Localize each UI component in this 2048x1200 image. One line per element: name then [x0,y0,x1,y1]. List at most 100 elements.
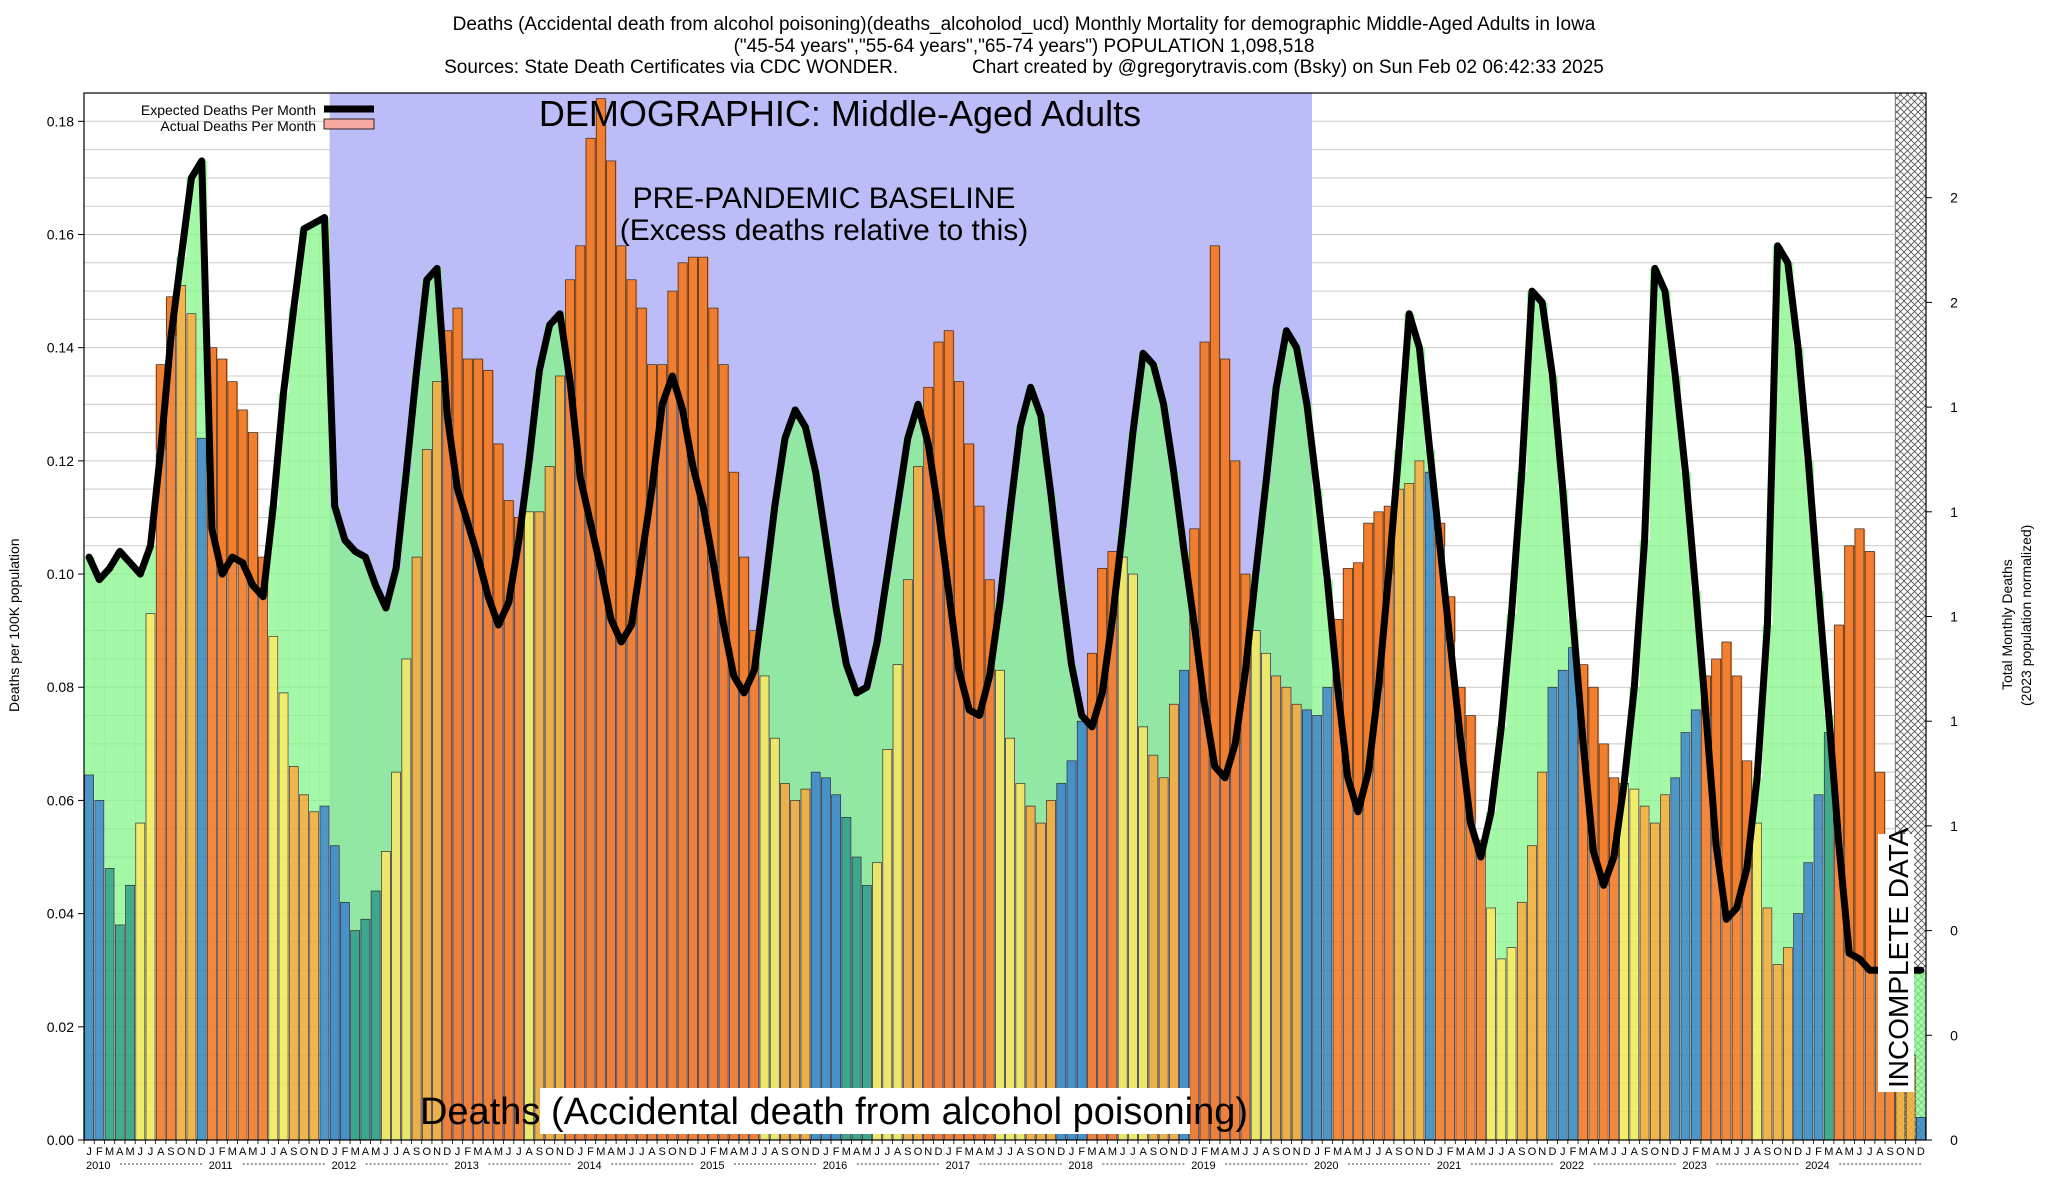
month-tick-label: M [473,1146,482,1158]
cause-label: Deaths (Accidental death from alcohol po… [420,1091,1248,1133]
month-tick-label: O [1159,1146,1168,1158]
actual-deaths-bars [84,98,1926,1141]
month-tick-label: M [862,1146,871,1158]
month-tick-label: N [1293,1146,1301,1158]
month-tick-label: A [280,1146,288,1158]
bar [309,811,320,1141]
month-tick-label: J [1744,1146,1750,1158]
fill-segment [1782,262,1794,948]
fill-segment [309,223,320,812]
fill-segment [1526,291,1538,846]
year-tick-label: 2022 [1560,1160,1584,1172]
fill-segment [871,641,883,863]
month-tick-label: F [587,1146,594,1158]
month-tick-label: F [1815,1146,1822,1158]
month-tick-label: N [187,1146,195,1158]
month-tick-label: F [96,1146,103,1158]
month-tick-label: J [332,1146,338,1158]
bar [1496,958,1507,1141]
bar [1864,551,1875,1141]
fill-segment [1045,494,1057,801]
y-tick-label: 0.08 [47,679,74,695]
y-axis-ticks: 0.00 0.02 0.04 0.06 0.08 0.10 0.12 0.14 0.16 0.18 [47,113,84,1148]
bar [544,466,555,1141]
bar [217,358,228,1141]
month-tick-label: N [1907,1146,1915,1158]
cause-label-box [540,1088,1190,1134]
fill-segment [554,313,566,376]
fill-segment [196,160,208,439]
right-tick-label: 1 [1950,818,1958,834]
month-tick-label: D [689,1146,697,1158]
month-tick-label: M [1476,1146,1485,1158]
fill-segment [1813,591,1825,795]
fill-segment [370,585,382,891]
fill-segment [841,664,852,818]
fill-segment [84,557,95,775]
month-tick-label: M [617,1146,626,1158]
month-tick-label: A [1017,1146,1025,1158]
bar [1649,822,1660,1141]
month-tick-label: J [1857,1146,1863,1158]
fill-segment [1056,585,1067,784]
month-tick-label: F [219,1146,226,1158]
right-tick-label: 1 [1950,609,1958,625]
bar [810,771,821,1141]
bar [913,466,923,1141]
bar [575,245,586,1141]
month-tick-label: A [771,1146,779,1158]
month-tick-label: A [853,1146,861,1158]
month-tick-label: J [1611,1146,1617,1158]
fill-segment [810,472,822,773]
bar [1435,522,1445,1141]
fill-segment [114,551,126,925]
month-tick-label: J [752,1146,758,1158]
month-tick-label: O [177,1146,186,1158]
month-tick-label: S [1027,1146,1034,1158]
fill-segment [1762,624,1773,908]
bar [350,930,361,1141]
month-tick-label: M [739,1146,748,1158]
month-tick-label: M [842,1146,851,1158]
legend-expected-label: Expected Deaths Per Month [141,102,316,118]
bar [964,443,975,1141]
month-tick-label: J [1120,1146,1126,1158]
bar [749,630,760,1141]
month-tick-label: D [198,1146,206,1158]
bar [1793,913,1803,1141]
bar [94,800,105,1141]
fill-segment [1649,268,1661,824]
fill-segment [421,279,433,450]
month-tick-label: D [1671,1146,1679,1158]
month-tick-label: J [1243,1146,1249,1158]
right-tick-label: 0 [1950,1027,1958,1043]
bar [166,296,176,1141]
year-tick-label: 2011 [209,1160,233,1172]
month-tick-label: D [1303,1146,1311,1158]
month-tick-label: J [455,1146,461,1158]
year-tick-label: 2018 [1068,1160,1092,1172]
month-tick-label: D [935,1146,943,1158]
month-tick-label: M [228,1146,237,1158]
fill-segment [790,409,801,801]
month-tick-label: J [271,1146,277,1158]
bar [554,375,565,1141]
month-tick-label: A [1262,1146,1270,1158]
month-tick-label: O [1037,1146,1046,1158]
month-tick-label: D [1794,1146,1802,1158]
month-tick-label: M [371,1146,380,1158]
month-tick-label: M [596,1146,605,1158]
year-tick-label: 2020 [1314,1160,1338,1172]
month-tick-label: S [904,1146,911,1158]
bar [769,737,780,1141]
month-tick-label: O [791,1146,800,1158]
fill-segment [431,268,443,382]
fill-segment [319,217,331,807]
fill-segment [1516,472,1528,903]
fill-segment [1127,432,1139,575]
bar [728,471,739,1141]
fill-segment [339,540,351,903]
right-tick-label: 2 [1950,294,1958,310]
baseline-label-line-2: (Excess deaths relative to this) [620,214,1029,247]
